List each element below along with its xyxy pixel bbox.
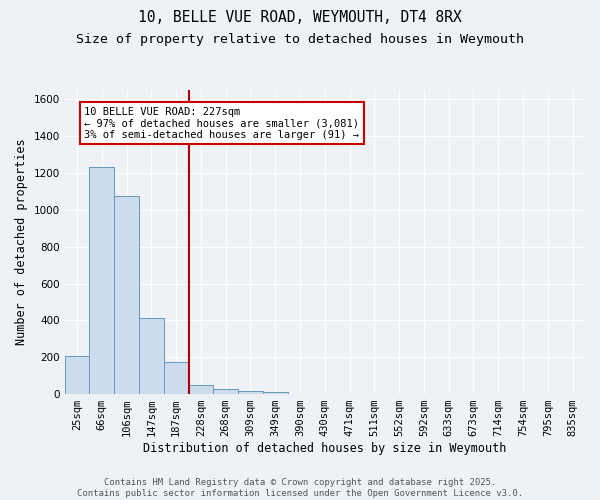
Bar (139, 318, 164, 394)
Bar (114, 196, 139, 394)
X-axis label: Distribution of detached houses by size in Weymouth: Distribution of detached houses by size … (143, 442, 506, 455)
Bar (89, 168, 114, 394)
Bar (164, 362, 188, 394)
Bar (263, 392, 287, 394)
Text: 10 BELLE VUE ROAD: 227sqm
← 97% of detached houses are smaller (3,081)
3% of sem: 10 BELLE VUE ROAD: 227sqm ← 97% of detac… (85, 106, 359, 140)
Text: Size of property relative to detached houses in Weymouth: Size of property relative to detached ho… (76, 32, 524, 46)
Y-axis label: Number of detached properties: Number of detached properties (15, 138, 28, 346)
Text: Contains HM Land Registry data © Crown copyright and database right 2025.
Contai: Contains HM Land Registry data © Crown c… (77, 478, 523, 498)
Bar (214, 390, 238, 394)
Text: 10, BELLE VUE ROAD, WEYMOUTH, DT4 8RX: 10, BELLE VUE ROAD, WEYMOUTH, DT4 8RX (138, 10, 462, 25)
Bar (188, 385, 214, 394)
Bar (238, 392, 263, 394)
Bar (65, 356, 89, 394)
